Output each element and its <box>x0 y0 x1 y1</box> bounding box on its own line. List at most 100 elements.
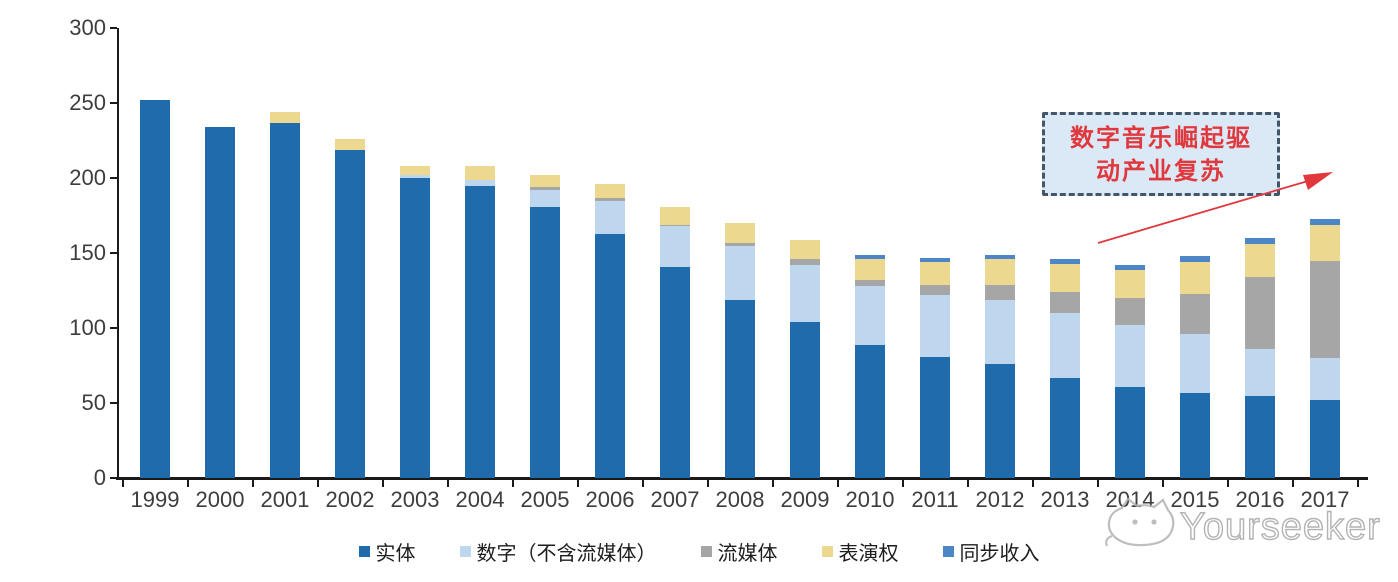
x-tick-mark <box>706 480 709 487</box>
bar-2012 <box>985 254 1015 478</box>
bar-segment-同步收入 <box>1115 265 1145 270</box>
legend-swatch <box>821 546 833 557</box>
bar-segment-实体 <box>465 185 495 478</box>
bar-segment-表演权 <box>465 166 495 180</box>
y-tick-label: 100 <box>69 315 106 340</box>
bar-segment-流媒体 <box>790 259 820 265</box>
legend-label: 数字（不含流媒体） <box>476 541 657 565</box>
x-axis-label: 2009 <box>780 487 830 512</box>
bar-2003 <box>400 166 430 478</box>
x-tick-mark <box>641 480 644 487</box>
bar-segment-表演权 <box>1180 262 1210 294</box>
y-tick-mark <box>110 252 117 254</box>
bar-segment-实体 <box>725 299 755 478</box>
bar-segment-数字（不含流媒体） <box>660 226 690 267</box>
bar-segment-流媒体 <box>725 242 755 246</box>
bar-segment-实体 <box>205 127 235 478</box>
x-tick-mark <box>1031 480 1034 487</box>
x-axis-line <box>116 477 1368 480</box>
bar-2016 <box>1245 238 1275 478</box>
x-axis-label: 2005 <box>520 487 570 512</box>
bar-segment-表演权 <box>595 184 625 198</box>
x-tick-mark <box>1161 480 1164 487</box>
bar-segment-流媒体 <box>1310 260 1340 358</box>
bar-segment-流媒体 <box>1180 293 1210 334</box>
legend-label: 表演权 <box>838 541 899 565</box>
bar-segment-表演权 <box>920 262 950 285</box>
bar-2008 <box>725 223 755 478</box>
bar-segment-数字（不含流媒体） <box>855 286 885 345</box>
legend-swatch <box>358 546 370 557</box>
bar-segment-表演权 <box>725 223 755 243</box>
bar-segment-流媒体 <box>985 284 1015 300</box>
x-axis-label: 2006 <box>585 487 635 512</box>
bar-segment-数字（不含流媒体） <box>530 190 560 207</box>
bar-2006 <box>595 184 625 478</box>
y-tick-mark <box>110 27 117 29</box>
bar-2014 <box>1115 265 1145 478</box>
legend-item: 实体 <box>358 537 416 566</box>
bar-segment-流媒体 <box>595 197 625 201</box>
y-tick-label: 200 <box>69 165 106 190</box>
x-tick-mark <box>1291 480 1294 487</box>
x-axis-label: 2017 <box>1300 487 1350 512</box>
bar-segment-表演权 <box>1115 269 1145 298</box>
x-tick-mark <box>901 480 904 487</box>
legend-swatch <box>459 546 471 557</box>
bar-segment-流媒体 <box>660 224 690 226</box>
x-tick-mark <box>1226 480 1229 487</box>
watermark-text: Yourseeker <box>1180 506 1381 548</box>
x-tick-mark <box>381 480 384 487</box>
bar-segment-实体 <box>920 356 950 478</box>
bar-segment-同步收入 <box>1050 259 1080 264</box>
y-tick-mark <box>110 477 117 479</box>
bar-2004 <box>465 166 495 478</box>
x-axis-label: 2012 <box>975 487 1025 512</box>
bar-2010 <box>855 254 885 478</box>
x-tick-mark <box>446 480 449 487</box>
bar-segment-实体 <box>595 233 625 478</box>
bar-segment-表演权 <box>660 206 690 225</box>
y-tick-label: 0 <box>93 465 106 490</box>
legend-label: 流媒体 <box>717 541 778 565</box>
legend-swatch <box>942 546 954 557</box>
x-tick-mark <box>186 480 189 487</box>
bar-segment-实体 <box>1310 400 1340 478</box>
bar-segment-同步收入 <box>985 254 1015 259</box>
bar-segment-数字（不含流媒体） <box>595 200 625 234</box>
x-tick-mark <box>1096 480 1099 487</box>
bar-segment-实体 <box>985 364 1015 478</box>
x-axis-label: 2002 <box>325 487 375 512</box>
y-tick-label: 300 <box>69 15 106 40</box>
legend-item: 数字（不含流媒体） <box>459 537 657 566</box>
bar-segment-数字（不含流媒体） <box>1310 358 1340 400</box>
y-tick-label: 150 <box>69 240 106 265</box>
x-tick-mark <box>966 480 969 487</box>
x-tick-mark <box>1356 480 1359 487</box>
bar-segment-数字（不含流媒体） <box>725 245 755 300</box>
x-axis-label: 2008 <box>715 487 765 512</box>
bar-segment-表演权 <box>855 259 885 280</box>
legend-item: 表演权 <box>821 537 899 566</box>
legend-label: 同步收入 <box>959 541 1040 565</box>
bar-2000 <box>205 127 235 478</box>
bar-segment-数字（不含流媒体） <box>1245 349 1275 396</box>
bar-segment-数字（不含流媒体） <box>985 299 1015 364</box>
x-axis-label: 2004 <box>455 487 505 512</box>
bar-segment-同步收入 <box>1310 218 1340 225</box>
bar-segment-表演权 <box>790 239 820 259</box>
bar-segment-实体 <box>1115 386 1145 478</box>
x-axis-label: 2007 <box>650 487 700 512</box>
bar-segment-流媒体 <box>855 280 885 286</box>
watermark: Yourseeker <box>1105 497 1381 549</box>
bar-segment-流媒体 <box>1115 298 1145 325</box>
bar-segment-流媒体 <box>1050 292 1080 313</box>
annotation-line-2: 动产业复苏 <box>1096 156 1226 185</box>
x-tick-mark <box>836 480 839 487</box>
bar-segment-表演权 <box>1050 263 1080 292</box>
bar-segment-实体 <box>530 206 560 478</box>
cat-outline-icon <box>1105 497 1175 547</box>
legend-label: 实体 <box>375 541 416 565</box>
x-tick-mark <box>316 480 319 487</box>
bar-2011 <box>920 257 950 478</box>
